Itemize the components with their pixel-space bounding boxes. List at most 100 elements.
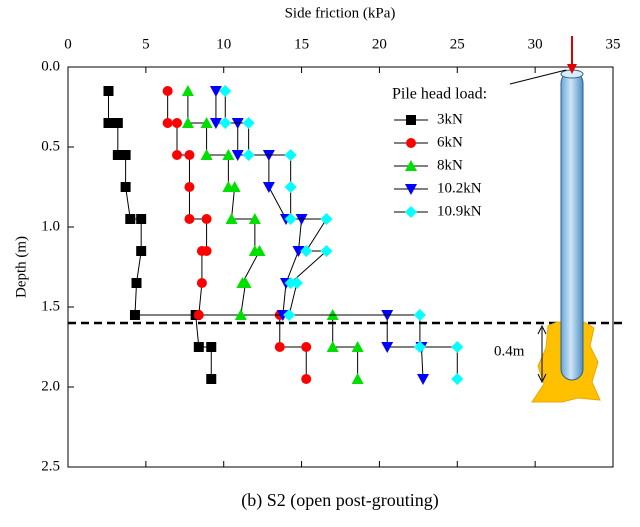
marker — [209, 118, 222, 129]
marker — [300, 245, 313, 257]
annotation: 0.4m — [494, 343, 525, 359]
y-tick-label: 2.5 — [41, 458, 60, 474]
x-tick-label: 0 — [64, 36, 72, 52]
marker — [231, 150, 244, 161]
marker — [193, 310, 204, 320]
x-tick-label: 20 — [372, 36, 387, 52]
marker — [284, 149, 297, 161]
pile-illustration — [509, 36, 601, 403]
marker — [225, 213, 238, 224]
legend-title: Pile head load: — [392, 86, 487, 103]
marker — [219, 117, 232, 129]
marker — [320, 213, 333, 225]
marker — [200, 149, 213, 160]
marker — [196, 246, 207, 256]
dimension-arrows — [537, 324, 547, 384]
legend-label: 6kN — [437, 134, 463, 150]
caption: (b) S2 (open post-grouting) — [241, 490, 438, 511]
marker — [292, 246, 305, 257]
series-line — [187, 91, 359, 379]
load-arrowhead — [567, 64, 577, 74]
y-tick-label: 1.0 — [41, 218, 60, 234]
marker — [417, 374, 430, 385]
marker — [181, 117, 194, 128]
series-line — [215, 91, 424, 380]
x-tick-label: 10 — [216, 36, 231, 52]
marker — [283, 309, 296, 321]
marker — [351, 373, 364, 384]
marker — [136, 246, 147, 256]
marker — [196, 278, 207, 288]
marker — [234, 309, 247, 320]
marker — [284, 277, 297, 289]
marker — [284, 181, 297, 193]
marker — [103, 118, 114, 128]
marker — [129, 310, 140, 320]
marker — [381, 342, 394, 353]
marker — [162, 86, 173, 96]
marker — [172, 150, 182, 160]
marker — [228, 181, 241, 192]
y-axis-label: Depth (m) — [13, 236, 29, 298]
marker — [184, 214, 195, 224]
y-tick-label: 1.5 — [41, 298, 60, 314]
marker — [242, 117, 255, 129]
marker — [184, 150, 195, 160]
marker — [284, 213, 297, 225]
marker — [290, 277, 303, 289]
marker — [181, 85, 194, 96]
marker — [222, 149, 235, 160]
marker — [351, 341, 364, 352]
marker — [239, 277, 252, 288]
marker — [206, 342, 217, 352]
legend-marker — [405, 206, 417, 218]
marker — [162, 118, 173, 128]
x-tick-label: 35 — [606, 36, 621, 52]
marker — [120, 150, 131, 160]
marker — [451, 341, 464, 353]
legend-label: 10.9kN — [437, 203, 482, 219]
marker — [413, 341, 426, 353]
marker — [301, 374, 312, 384]
marker — [320, 245, 333, 257]
marker — [242, 149, 255, 161]
marker — [219, 85, 232, 97]
legend-label: 10.2kN — [437, 180, 482, 196]
marker — [274, 342, 285, 352]
plot-frame — [67, 66, 614, 468]
marker — [201, 214, 212, 224]
marker — [193, 342, 204, 352]
series-line — [107, 91, 212, 379]
marker — [262, 182, 275, 193]
pile — [560, 71, 584, 381]
marker — [451, 373, 464, 385]
marker — [326, 341, 339, 352]
legend-marker — [406, 138, 416, 148]
legend-marker — [406, 115, 416, 125]
marker — [413, 309, 426, 321]
legend-label: 3kN — [437, 111, 463, 127]
pointer-line — [509, 69, 567, 85]
legend-marker — [405, 160, 417, 171]
legend-marker — [405, 184, 417, 195]
marker — [103, 86, 114, 96]
marker — [209, 86, 222, 97]
marker — [112, 150, 123, 160]
marker — [206, 374, 217, 384]
x-axis-label: Side friction (kPa) — [285, 5, 396, 21]
marker — [301, 342, 312, 352]
series-line — [167, 91, 307, 379]
y-tick-label: 0.5 — [41, 138, 60, 154]
marker — [120, 182, 131, 192]
y-tick-label: 2.0 — [41, 378, 60, 394]
marker — [200, 117, 213, 128]
marker — [125, 214, 136, 224]
marker — [112, 118, 123, 128]
marker — [172, 118, 182, 128]
marker — [253, 245, 266, 256]
x-tick-label: 30 — [528, 36, 543, 52]
series-line — [224, 91, 458, 379]
marker — [184, 182, 195, 192]
x-tick-label: 25 — [450, 36, 465, 52]
